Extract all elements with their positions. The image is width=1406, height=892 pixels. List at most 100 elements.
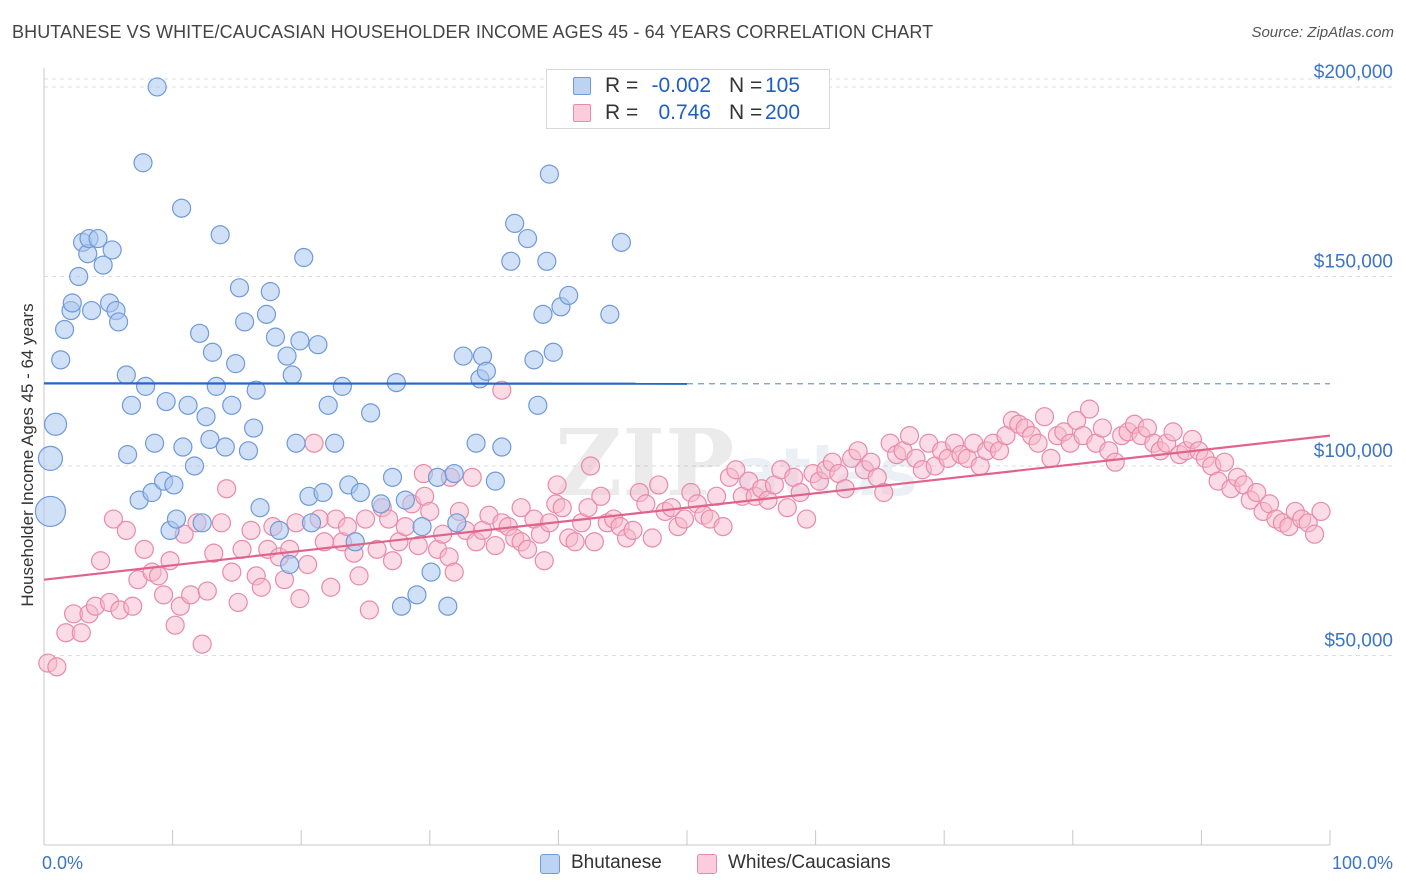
data-point-whites [103,509,124,529]
legend-n-label: N = [729,101,763,124]
data-point-bhutanese [62,293,82,313]
data-point-bhutanese [190,323,210,343]
data-point-bhutanese [391,596,412,616]
y-tick-label: $50,000 [1324,630,1393,651]
x-tick-label-min: 0.0% [42,853,83,873]
stats-legend: R = -0.002 N = 105 R = 0.746 N = 200 [546,69,830,129]
data-point-bhutanese [200,429,220,450]
data-point-bhutanese [528,395,548,415]
data-point-bhutanese [69,266,89,287]
data-point-bhutanese [290,331,310,351]
data-point-whites [116,520,136,541]
data-point-whites [134,539,154,559]
data-point-whites [192,634,212,654]
chart-title: BHUTANESE VS WHITE/CAUCASIAN HOUSEHOLDER… [12,22,934,42]
data-point-whites [241,520,261,541]
data-point-bhutanese [350,482,370,503]
data-point-bhutanese [453,346,473,366]
data-point-bhutanese [476,361,496,381]
data-point-bhutanese [318,395,338,415]
data-point-bhutanese [108,312,129,332]
data-point-bhutanese [196,407,216,427]
data-point-bhutanese [246,380,266,400]
data-point-bhutanese [210,225,230,245]
data-point-whites [153,585,174,605]
y-tick-label: $100,000 [1314,441,1393,462]
data-point-whites [649,475,669,495]
data-point-bhutanese [135,376,156,396]
data-point-whites [71,623,91,643]
data-point-bhutanese [144,433,165,453]
data-point-whites [580,456,601,476]
data-point-bhutanese [485,471,505,491]
data-point-bhutanese [142,482,162,503]
data-point-bhutanese [438,596,458,616]
data-point-bhutanese [412,517,432,537]
legend-r-label: R = [605,74,639,97]
x-ticks [43,830,1331,845]
data-point-bhutanese [294,247,314,268]
trendline-whites [43,434,1331,581]
legend-row-bhutanese: R = -0.002 N = 105 [547,74,829,100]
legend-row-whites: R = 0.746 N = 200 [547,101,829,127]
data-point-whites [1247,482,1267,503]
data-point-bhutanese [466,433,486,453]
data-point-bhutanese [286,433,306,453]
data-point-bhutanese [501,251,521,271]
legend-r-value: 0.746 [658,101,711,124]
data-point-whites [379,509,399,529]
data-point-bhutanese [54,319,75,340]
y-tick-label: $150,000 [1314,251,1393,272]
data-point-bhutanese [102,240,122,260]
data-point-whites [222,562,242,582]
data-point-bhutanese [265,327,286,347]
data-point-bhutanese [202,342,223,362]
data-point-whites [165,615,185,635]
data-point-bhutanese [34,495,67,528]
legend-label-bhutanese: Bhutanese [571,852,662,873]
x-tick-label-max: 100.0% [1332,853,1393,873]
data-point-whites [552,498,572,518]
data-point-whites [511,498,531,518]
data-point-whites [623,520,643,541]
data-point-bhutanese [88,228,108,249]
data-point-whites [217,479,237,499]
data-point-bhutanese [215,437,235,457]
data-point-bhutanese [235,312,255,332]
trend-lines [43,382,1331,581]
data-point-bhutanese [427,467,448,487]
data-point-bhutanese [382,467,403,487]
data-point-whites [565,532,585,552]
data-point-bhutanese [166,509,187,529]
data-point-whites [636,494,656,514]
series-legend: Bhutanese Whites/Caucasians [0,852,1406,878]
data-point-whites [1163,422,1183,442]
data-point-whites [290,589,310,609]
blue-points [34,77,632,616]
data-point-bhutanese [178,395,198,415]
legend-n-value: 200 [765,101,801,124]
data-point-bhutanese [117,445,138,465]
legend-swatch-pink [573,104,591,122]
data-point-whites [359,600,379,620]
data-point-whites [1034,407,1055,427]
data-point-whites [321,577,341,597]
data-point-whites [517,539,538,559]
data-point-bhutanese [43,412,68,436]
legend-r-label: R = [605,101,639,124]
data-point-whites [584,532,605,552]
data-point-bhutanese [37,445,64,471]
data-point-whites [492,380,512,400]
data-point-whites [874,482,894,503]
y-tick-label: $200,000 [1314,62,1393,83]
data-point-bhutanese [559,285,579,306]
data-point-whites [395,517,415,537]
data-point-whites [420,501,440,522]
data-point-bhutanese [308,335,328,355]
data-point-bhutanese [332,376,352,396]
data-point-whites [90,551,111,571]
data-point-whites [337,517,358,537]
data-point-whites [726,460,746,480]
data-point-bhutanese [533,304,553,324]
